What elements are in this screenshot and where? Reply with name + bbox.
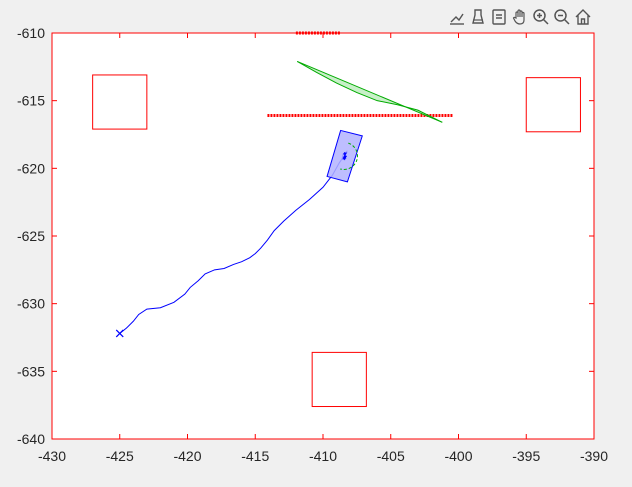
- datatip-icon: [491, 9, 506, 25]
- obstacles: [92, 74, 581, 408]
- x-tick-label: -420: [173, 448, 201, 464]
- export-icon: [449, 13, 464, 25]
- x-tick-label: -430: [38, 448, 66, 464]
- export-button[interactable]: [447, 7, 466, 27]
- heading-samples: [342, 152, 348, 161]
- x-tick-label: -425: [106, 448, 134, 464]
- vehicle: [326, 129, 363, 183]
- home-button[interactable]: [573, 7, 592, 27]
- y-tick-label: -625: [17, 228, 45, 244]
- pan-button[interactable]: [510, 7, 529, 27]
- tick-labels: -430 -425 -420 -415 -410 -405 -400 -395 -390 -610…: [17, 25, 608, 464]
- pan-icon: [512, 9, 525, 25]
- sensor-cone: [297, 60, 443, 123]
- x-tick-label: -400: [444, 448, 472, 464]
- y-tick-label: -640: [17, 431, 45, 447]
- start-marker: [115, 329, 124, 338]
- y-tick-label: -620: [17, 160, 45, 176]
- x-tick-label: -410: [309, 448, 337, 464]
- home-icon: [575, 9, 590, 25]
- brush-icon: [471, 9, 484, 24]
- x-tick-label: -405: [377, 448, 405, 464]
- x-tick-label: -415: [241, 448, 269, 464]
- y-tick-label: -615: [17, 93, 45, 109]
- y-tick-label: -635: [17, 363, 45, 379]
- cone-edge-straight: [297, 60, 443, 123]
- zoom-out-icon: [553, 9, 570, 25]
- zoom-out-button[interactable]: [552, 7, 571, 27]
- brush-button[interactable]: [468, 7, 487, 27]
- obstacle-bottom: [311, 351, 367, 408]
- zoom-in-button[interactable]: [531, 7, 550, 27]
- obstacle-top-right: [525, 77, 581, 133]
- zoom-in-icon: [532, 9, 549, 25]
- y-tick-label: -630: [17, 296, 45, 312]
- y-tick-label: -610: [17, 25, 45, 41]
- axes-background: [52, 33, 594, 439]
- sensor-arc: [340, 142, 358, 170]
- x-tick-label: -390: [580, 448, 608, 464]
- x-tick-label: -395: [512, 448, 540, 464]
- datatip-button[interactable]: [489, 7, 508, 27]
- obstacle-top-left: [92, 74, 148, 130]
- figure-toolbar: [447, 7, 592, 27]
- cone-edge-curved: [297, 60, 443, 123]
- axes: [51, 32, 595, 440]
